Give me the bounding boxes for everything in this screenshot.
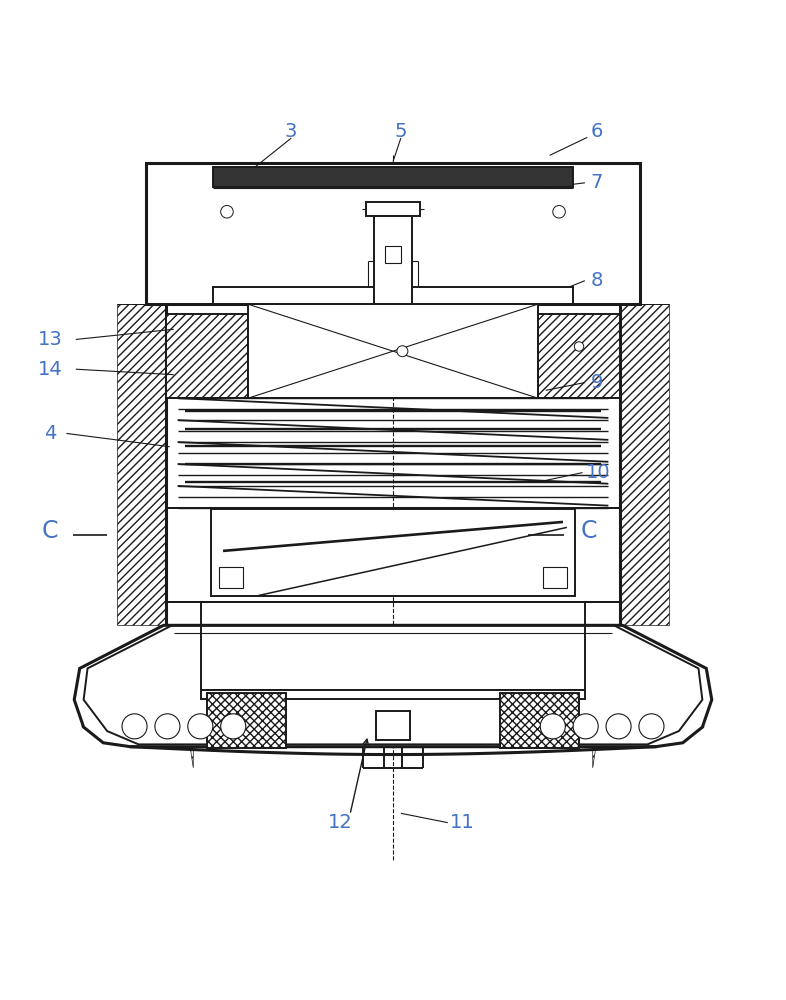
- Polygon shape: [74, 625, 712, 747]
- Circle shape: [122, 714, 147, 739]
- Bar: [213, 287, 573, 304]
- Text: 5: 5: [395, 122, 407, 141]
- Text: 9: 9: [590, 373, 603, 392]
- Text: 12: 12: [328, 813, 353, 832]
- Circle shape: [397, 346, 408, 357]
- Circle shape: [540, 714, 565, 739]
- Circle shape: [575, 342, 584, 351]
- Polygon shape: [213, 287, 254, 304]
- Polygon shape: [620, 304, 669, 625]
- Text: 3: 3: [285, 122, 297, 141]
- Bar: [543, 567, 567, 588]
- Bar: [501, 693, 578, 748]
- Text: C: C: [581, 519, 597, 543]
- Circle shape: [155, 714, 180, 739]
- Polygon shape: [573, 163, 640, 304]
- Circle shape: [221, 206, 233, 218]
- Bar: [374, 216, 412, 304]
- Circle shape: [221, 714, 246, 739]
- Text: C: C: [42, 519, 58, 543]
- Bar: [219, 567, 243, 588]
- Circle shape: [606, 714, 631, 739]
- Bar: [248, 304, 538, 398]
- Circle shape: [553, 206, 565, 218]
- Bar: [201, 690, 585, 699]
- Bar: [366, 202, 420, 216]
- Text: 11: 11: [450, 813, 474, 832]
- Circle shape: [639, 714, 664, 739]
- Bar: [376, 711, 410, 740]
- Text: 13: 13: [38, 330, 62, 349]
- Text: 14: 14: [38, 360, 62, 379]
- Text: 7: 7: [590, 173, 603, 192]
- Text: 8: 8: [590, 271, 603, 290]
- Polygon shape: [532, 287, 573, 304]
- Bar: [166, 314, 248, 398]
- Bar: [211, 509, 575, 596]
- Bar: [538, 314, 620, 398]
- Circle shape: [573, 714, 598, 739]
- Text: 6: 6: [590, 122, 603, 141]
- Bar: [208, 693, 285, 748]
- Polygon shape: [146, 163, 213, 304]
- Bar: [385, 246, 401, 263]
- Bar: [213, 167, 573, 187]
- Polygon shape: [82, 627, 193, 768]
- Polygon shape: [117, 304, 166, 625]
- Polygon shape: [593, 627, 704, 768]
- Bar: [146, 163, 640, 304]
- Text: 10: 10: [586, 463, 611, 482]
- Circle shape: [188, 714, 213, 739]
- Text: 4: 4: [44, 424, 56, 443]
